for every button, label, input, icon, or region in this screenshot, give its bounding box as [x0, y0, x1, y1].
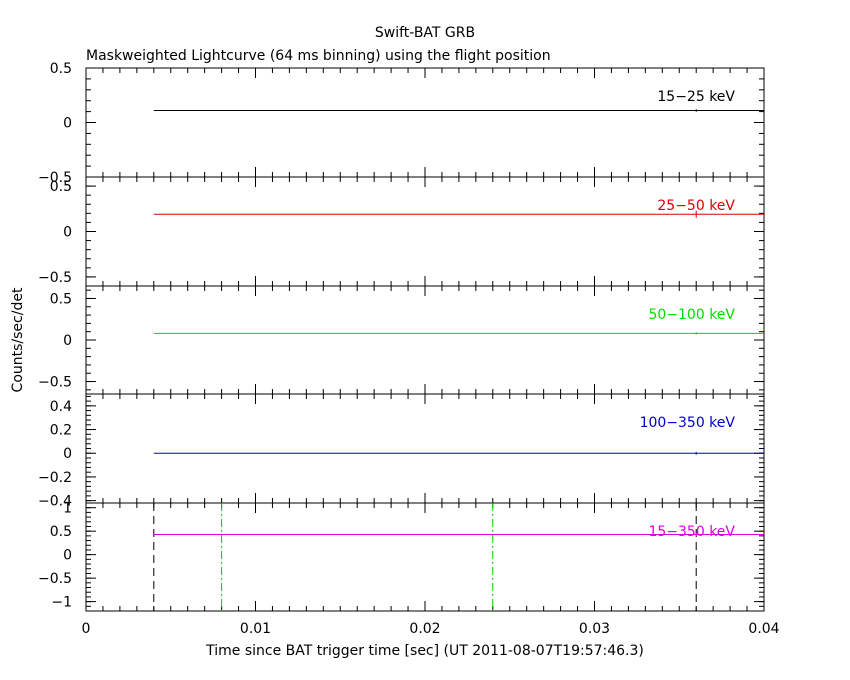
band-label-25-50-kev: 25−50 keV: [657, 198, 735, 214]
panels-group: 0.5 0 −0.5 15−25 keV 0.5 0 −0.5 25−50 keV 0.5 0 −0…: [38, 61, 780, 637]
y-tick-label-15-350-kev: −0.5: [38, 571, 72, 587]
band-label-15-350-kev: 15−350 keV: [648, 524, 735, 540]
y-tick-label-25-50-kev: 0: [63, 225, 72, 241]
y-tick-label-100-350-kev: −0.2: [38, 470, 72, 486]
chart-subtitle: Maskweighted Lightcurve (64 ms binning) …: [86, 48, 551, 64]
panel-frame-100-350-kev: [85, 393, 765, 504]
panel-frame-50-100-kev: [85, 285, 765, 395]
y-tick-label-25-50-kev: 0.5: [50, 179, 72, 195]
band-label-15-25-kev: 15−25 keV: [657, 89, 735, 105]
x-tick-label: 0.04: [748, 621, 779, 637]
y-tick-label-15-25-kev: 0.5: [50, 61, 72, 77]
y-tick-label-100-350-kev: 0.2: [50, 423, 72, 439]
band-label-100-350-kev: 100−350 keV: [640, 415, 736, 431]
y-tick-label-25-50-kev: −0.5: [38, 270, 72, 286]
x-axis-label: Time since BAT trigger time [sec] (UT 20…: [205, 643, 644, 659]
y-tick-label-15-350-kev: 1: [63, 501, 72, 517]
x-tick-label: 0: [82, 621, 91, 637]
y-tick-label-15-350-kev: −1: [51, 595, 72, 611]
y-tick-label-50-100-kev: 0.5: [50, 291, 72, 307]
y-tick-label-50-100-kev: 0: [63, 333, 72, 349]
panel-frame-15-350-kev: [85, 502, 765, 612]
y-tick-label-100-350-kev: 0.4: [50, 399, 72, 415]
x-tick-label: 0.01: [240, 621, 271, 637]
y-tick-label-15-350-kev: 0.5: [50, 524, 72, 540]
y-tick-label-15-350-kev: 0: [63, 548, 72, 564]
y-tick-label-100-350-kev: −0.4: [38, 494, 72, 510]
x-tick-label: 0.02: [409, 621, 440, 637]
chart-title: Swift-BAT GRB: [375, 25, 475, 41]
band-label-50-100-kev: 50−100 keV: [648, 307, 735, 323]
x-tick-label: 0.03: [579, 621, 610, 637]
y-tick-label-15-25-kev: 0: [63, 116, 72, 132]
panel-frame-25-50-kev: [85, 176, 765, 287]
y-tick-label-50-100-kev: −0.5: [38, 375, 72, 391]
y-axis-label: Counts/sec/det: [10, 287, 26, 392]
y-tick-label-100-350-kev: 0: [63, 446, 72, 462]
y-tick-label-15-25-kev: −0.5: [38, 170, 72, 186]
panel-frame-15-25-kev: [85, 67, 765, 178]
